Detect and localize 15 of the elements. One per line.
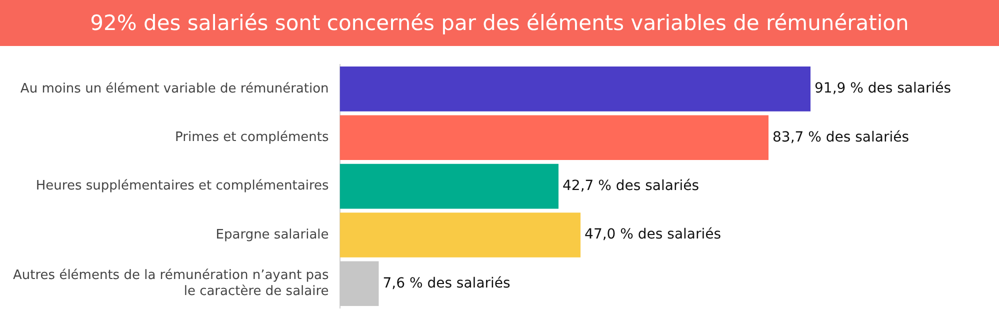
bar [340,164,559,209]
chart-title: 92% des salariés sont concernés par des éléments variables de rémunération [0,0,999,46]
y-tick-label: Heures supplémentaires et complémentaires [36,178,330,194]
data-label: 47,0 % des salariés [584,226,722,243]
bar [340,66,811,112]
y-tick-label: Autres éléments de la rémunération n’ayant pas le caractère de salaire [13,268,330,299]
y-tick-label: Au moins un élément variable de rémunération [20,81,329,96]
data-label: 91,9 % des salariés [814,80,952,97]
bar [340,212,581,258]
data-label: 7,6 % des salariés [382,275,510,292]
y-tick-label: Epargne salariale [216,227,329,242]
data-label: 42,7 % des salariés [562,178,700,194]
y-tick-label: Primes et compléments [175,130,330,145]
data-label: 83,7 % des salariés [772,129,910,146]
bar [340,115,769,160]
